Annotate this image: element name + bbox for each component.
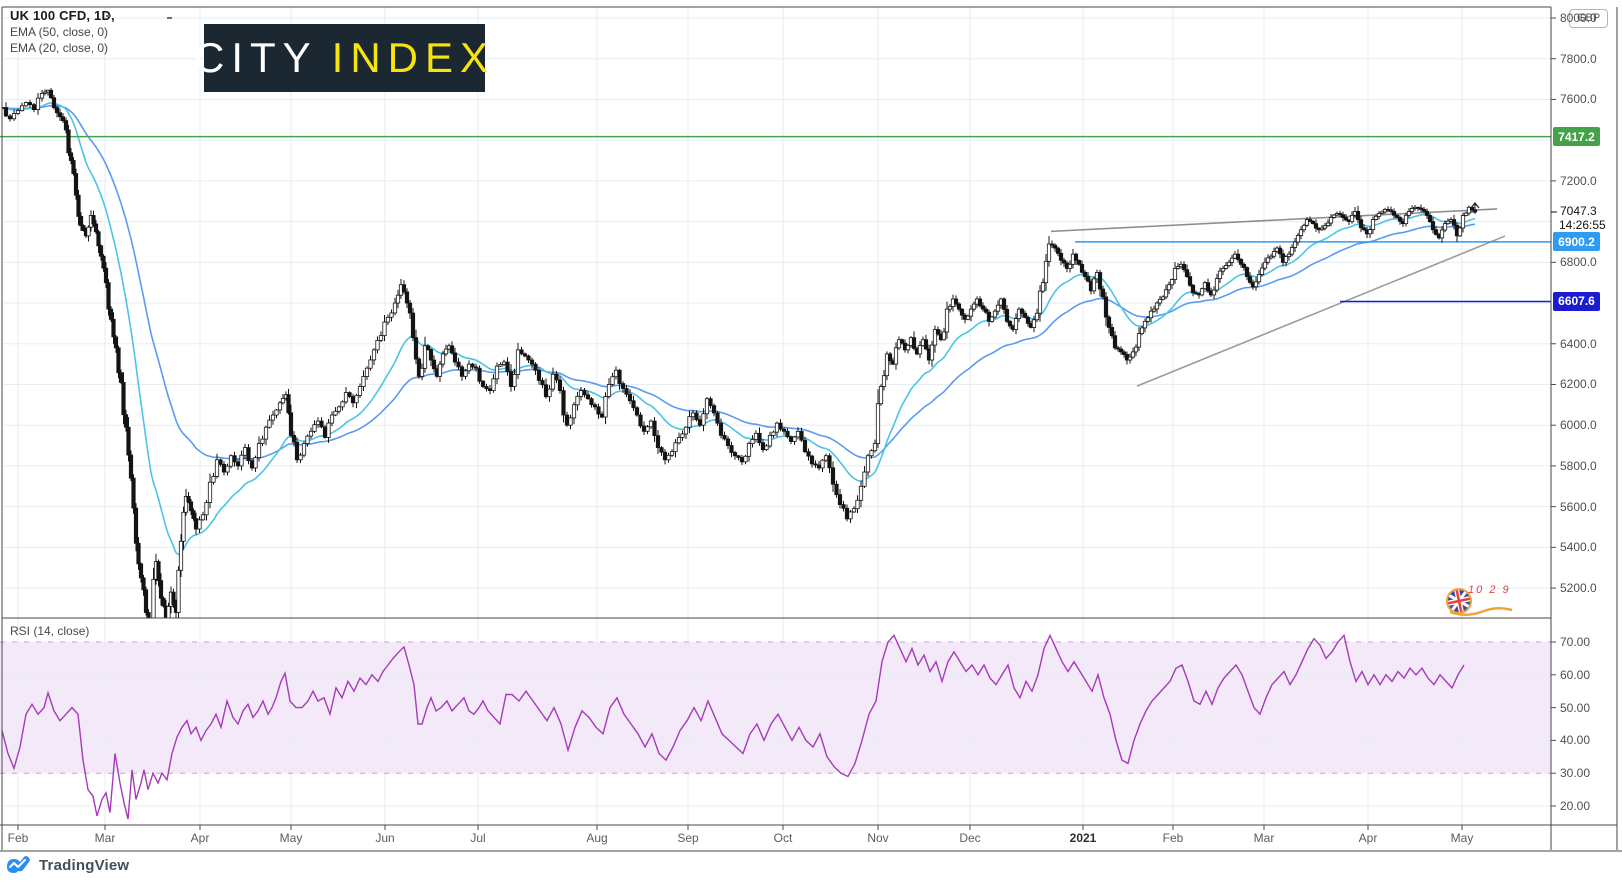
price-tick-label: 6200.0 xyxy=(1560,377,1597,392)
current-price-label: 7047.3 xyxy=(1560,204,1597,218)
rsi-tick-label: 40.00 xyxy=(1560,733,1591,748)
logo-word-city: CITY xyxy=(193,34,318,81)
last-price-arrow-icon xyxy=(1470,202,1480,213)
time-tick-label-May[interactable]: May xyxy=(279,831,303,845)
axis-ticks xyxy=(17,17,1557,830)
ema-lines xyxy=(2,102,1476,556)
ema50-line xyxy=(2,104,1476,460)
time-tick-label-Dec[interactable]: Dec xyxy=(959,831,981,845)
indicator-ema50[interactable]: EMA (50, close, 0) xyxy=(10,25,109,39)
price-tick-label: 6000.0 xyxy=(1560,418,1597,433)
rsi-tick-label: 20.00 xyxy=(1560,799,1591,813)
rsi-tick-label: 70.00 xyxy=(1560,635,1591,649)
stamp-watermark: 10 2 9 xyxy=(1446,584,1526,616)
price-tick-label: 8000.0 xyxy=(1560,11,1597,25)
rsi-line xyxy=(2,633,1465,820)
gridlines xyxy=(2,7,1551,825)
time-tick-label-2021[interactable]: 2021 xyxy=(1069,831,1097,845)
time-tick-label-Jun[interactable]: Jun xyxy=(375,831,395,845)
candlestick-series xyxy=(2,87,1478,618)
time-tick-label-Nov[interactable]: Nov xyxy=(867,831,889,845)
symbol-title[interactable]: UK 100 CFD, 1D, xyxy=(10,8,115,23)
logo-word-index: INDEX xyxy=(331,34,496,81)
title-artifact xyxy=(106,15,111,17)
time-tick-label-Apr[interactable]: Apr xyxy=(1358,831,1378,845)
time-tick-label-May[interactable]: May xyxy=(1450,831,1474,845)
time-tick-label-Jul[interactable]: Jul xyxy=(470,831,486,845)
trendline-2[interactable] xyxy=(1136,235,1506,387)
price-tick-label: 5200.0 xyxy=(1560,581,1597,596)
price-badge-6607.6: 6607.6 xyxy=(1553,291,1600,311)
price-tick-label: 7600.0 xyxy=(1560,92,1597,107)
price-tick-label: 6800.0 xyxy=(1560,255,1597,270)
time-tick-label-Sep[interactable]: Sep xyxy=(677,831,699,845)
bar-countdown: 14:26:55 xyxy=(1559,218,1606,232)
price-tick-label: 5400.0 xyxy=(1560,540,1597,555)
time-tick-label-Apr[interactable]: Apr xyxy=(190,831,210,845)
price-tick-label: 7200.0 xyxy=(1560,173,1597,188)
time-tick-label-Mar[interactable]: Mar xyxy=(1253,831,1275,845)
time-tick-label-Aug[interactable]: Aug xyxy=(586,831,608,845)
currency-button[interactable]: GBP xyxy=(1569,9,1609,29)
union-jack-stamp-icon xyxy=(1446,588,1513,616)
rsi-indicator-label[interactable]: RSI (14, close) xyxy=(10,624,90,638)
price-tick-label: 5800.0 xyxy=(1560,458,1597,473)
indicator-ema20[interactable]: EMA (20, close, 0) xyxy=(10,41,109,55)
price-tick-label: 6400.0 xyxy=(1560,336,1597,351)
price-badge-7417.2: 7417.2 xyxy=(1553,127,1600,147)
ema20-line xyxy=(2,102,1476,556)
time-tick-label-Feb[interactable]: Feb xyxy=(1162,831,1184,845)
city-index-logo: CITY INDEX xyxy=(194,24,488,92)
price-badge-6900.2: 6900.2 xyxy=(1553,232,1600,252)
tradingview-label: TradingView xyxy=(39,856,130,874)
rsi-tick-label: 60.00 xyxy=(1560,667,1591,682)
rsi-tick-label: 30.00 xyxy=(1560,766,1591,781)
price-tick-label: 5600.0 xyxy=(1560,499,1597,514)
time-tick-label-Oct[interactable]: Oct xyxy=(773,831,793,845)
price-tick-label: 7800.0 xyxy=(1560,51,1597,66)
tradingview-attribution[interactable]: TradingView xyxy=(6,854,129,876)
tradingview-icon xyxy=(7,856,30,873)
title-artifact xyxy=(167,17,172,19)
trendline-1[interactable] xyxy=(1050,208,1498,233)
rsi-tick-label: 50.00 xyxy=(1560,700,1591,715)
rsi-band xyxy=(0,642,1551,774)
time-tick-label-Feb[interactable]: Feb xyxy=(7,831,29,845)
time-tick-label-Mar[interactable]: Mar xyxy=(94,831,116,845)
stamp-text: 10 2 9 xyxy=(1468,584,1511,596)
legend: UK 100 CFD, 1D, EMA (50, close, 0) EMA (… xyxy=(10,9,115,54)
